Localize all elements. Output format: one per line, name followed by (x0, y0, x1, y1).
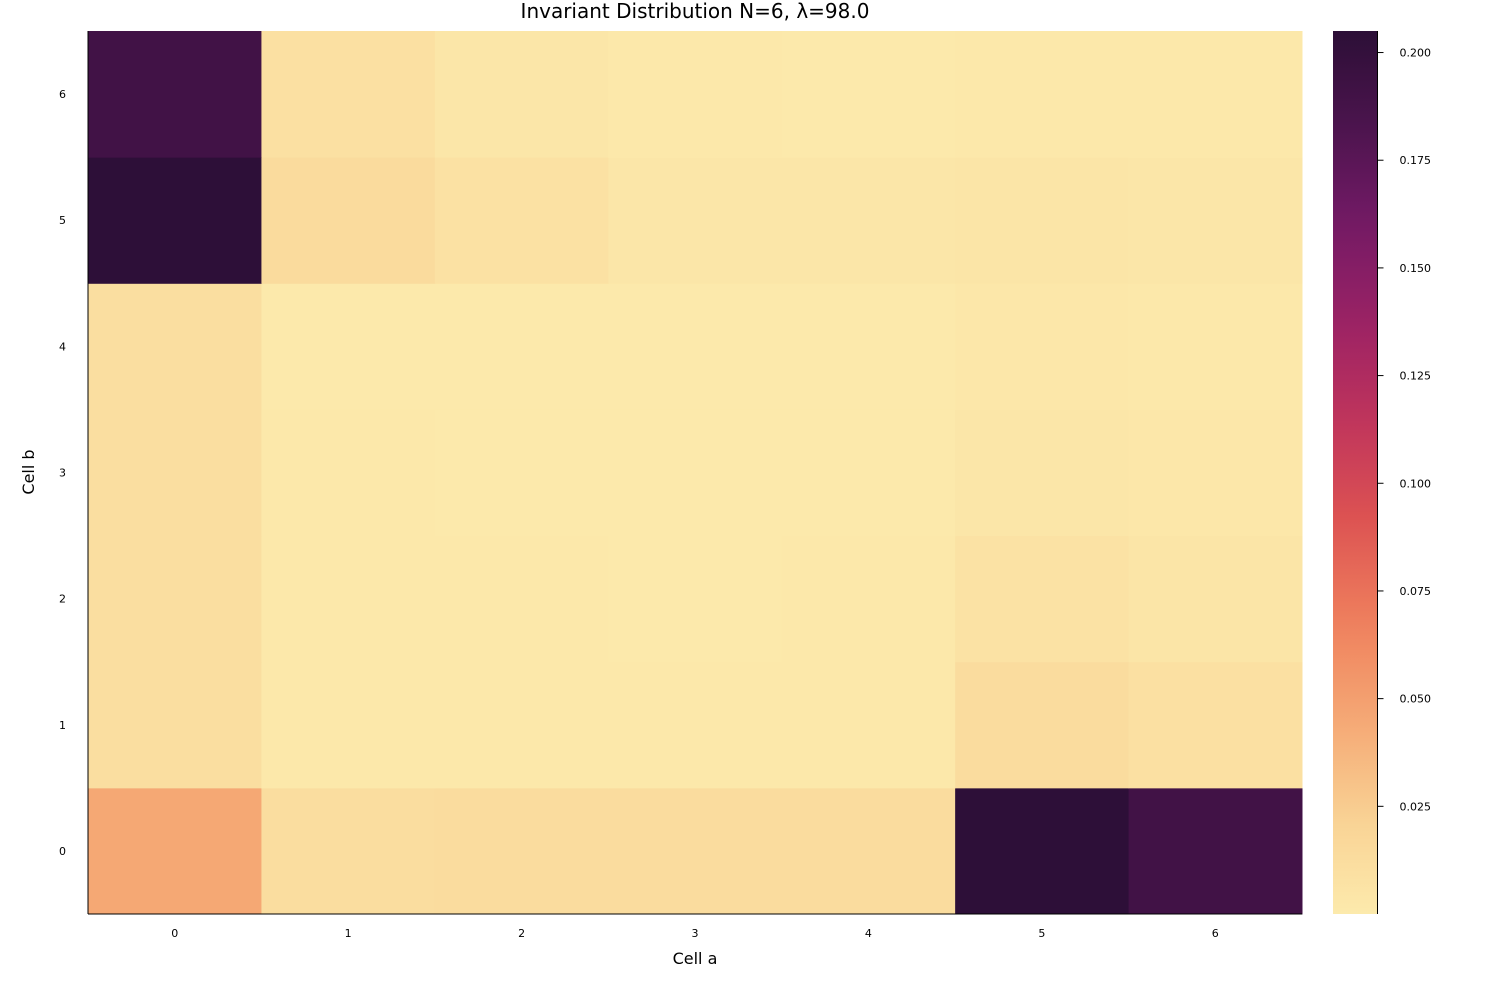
heatmap-cell (608, 661, 783, 789)
y-axis-label: Cell b (19, 449, 38, 494)
y-tick-label: 6 (59, 88, 66, 101)
colorbar-tick-label: 0.150 (1400, 262, 1432, 275)
heatmap-cell (261, 661, 436, 789)
heatmap-cell (608, 787, 783, 915)
heatmap-cell (1128, 283, 1303, 410)
heatmap-cell (955, 409, 1130, 537)
heatmap-cell (781, 283, 956, 410)
x-tick-label: 4 (865, 927, 872, 940)
heatmap-cell (781, 535, 956, 663)
heatmap-cell (1128, 409, 1303, 537)
colorbar-tick-label: 0.125 (1400, 370, 1432, 383)
heatmap-cell (88, 31, 262, 158)
heatmap-cell (608, 535, 783, 663)
heatmap-cell (1128, 535, 1303, 663)
heatmap-cell (434, 661, 609, 789)
heatmap-cell (1128, 31, 1303, 158)
colorbar-tick-label: 0.175 (1400, 154, 1432, 167)
heatmap-cell (955, 283, 1130, 410)
heatmap-cell (88, 283, 262, 410)
heatmap-cell (434, 157, 609, 284)
colorbar (1333, 31, 1377, 914)
heatmap-cell (88, 787, 262, 915)
heatmap-cell (955, 535, 1130, 663)
colorbar-tick-label: 0.100 (1400, 477, 1432, 490)
x-tick-label: 5 (1038, 927, 1045, 940)
heatmap-cell (955, 661, 1130, 789)
heatmap-cell (88, 409, 262, 537)
heatmap-cell (434, 31, 609, 158)
heatmap-cell (608, 31, 783, 158)
x-tick-label: 1 (345, 927, 352, 940)
colorbar-tick-label: 0.025 (1400, 800, 1432, 813)
heatmap-cell (608, 409, 783, 537)
heatmap-cell (88, 157, 262, 284)
y-tick-label: 1 (59, 719, 66, 732)
heatmap-cell (434, 535, 609, 663)
heatmap-cell (781, 661, 956, 789)
heatmap-cell (261, 409, 436, 537)
colorbar-tick-label: 0.075 (1400, 585, 1432, 598)
heatmap-cell (955, 157, 1130, 284)
x-axis-label: Cell a (673, 949, 718, 968)
heatmap-cell (955, 787, 1130, 915)
heatmap-cell (608, 157, 783, 284)
heatmap-cell (1128, 787, 1303, 915)
heatmap-cell (608, 283, 783, 410)
heatmap-cell (88, 535, 262, 663)
x-tick-label: 3 (692, 927, 699, 940)
heatmap-cell (261, 157, 436, 284)
x-axis-ticks: 0 1 2 3 4 5 6 (171, 927, 1219, 940)
x-tick-label: 0 (171, 927, 178, 940)
y-axis-ticks: 0 1 2 3 4 5 6 (59, 88, 66, 858)
y-tick-label: 4 (59, 340, 66, 353)
heatmap-cell (781, 409, 956, 537)
x-tick-label: 2 (518, 927, 525, 940)
colorbar-ticks: 0.025 0.050 0.075 0.100 0.125 0.150 0.175 0.200 (1377, 47, 1432, 813)
colorbar-tick-label: 0.200 (1400, 47, 1432, 60)
y-tick-label: 3 (59, 467, 66, 480)
heatmap-cell (261, 787, 436, 915)
heatmap-cell (1128, 661, 1303, 789)
heatmap-cell (434, 787, 609, 915)
heatmap-cell (434, 409, 609, 537)
heatmap-cell (261, 535, 436, 663)
x-tick-label: 6 (1212, 927, 1219, 940)
heatmap-cell (955, 31, 1130, 158)
heatmap-cell (261, 31, 436, 158)
heatmap-cell (1128, 157, 1303, 284)
heatmap-cell (434, 283, 609, 410)
heatmap-cell (781, 157, 956, 284)
heatmap-cells (88, 31, 1303, 915)
y-tick-label: 5 (59, 214, 66, 227)
y-tick-label: 2 (59, 593, 66, 606)
heatmap-cell (88, 661, 262, 789)
colorbar-tick-label: 0.050 (1400, 693, 1432, 706)
heatmap-cell (781, 31, 956, 158)
chart-title: Invariant Distribution N=6, λ=98.0 (521, 0, 870, 23)
heatmap-cell (261, 283, 436, 410)
y-tick-label: 0 (59, 845, 66, 858)
heatmap-cell (781, 787, 956, 915)
